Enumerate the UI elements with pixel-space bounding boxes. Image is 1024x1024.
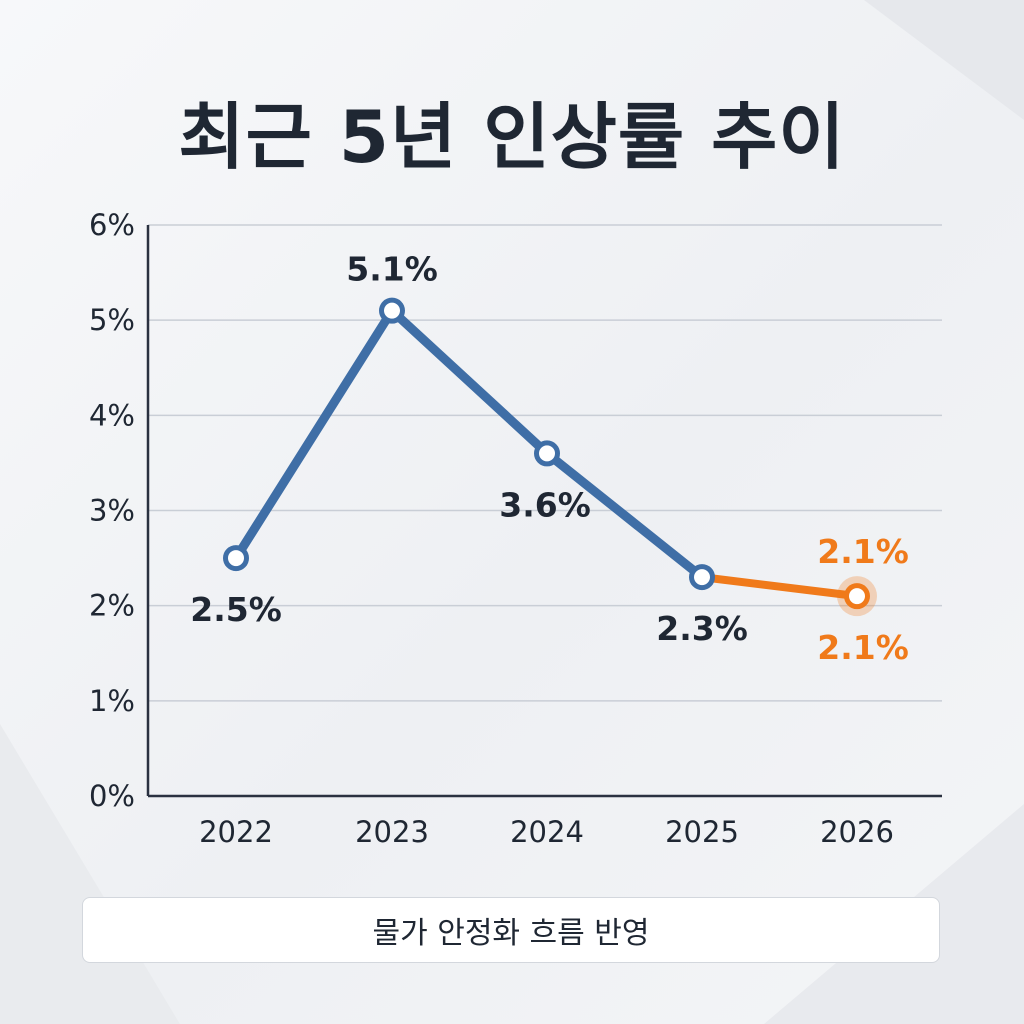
y-tick-label: 5% bbox=[89, 303, 135, 337]
y-tick-label: 2% bbox=[89, 589, 135, 623]
x-tick-label: 2023 bbox=[355, 815, 429, 849]
y-tick-label: 6% bbox=[89, 208, 135, 242]
data-point bbox=[223, 545, 249, 572]
data-label: 2.1% bbox=[817, 628, 909, 667]
footer-note-box: 물가 안정화 흐름 반영 bbox=[82, 897, 940, 963]
data-label: 2.3% bbox=[656, 609, 748, 648]
y-tick-label: 1% bbox=[89, 684, 135, 718]
data-point bbox=[844, 583, 870, 610]
footer-note: 물가 안정화 흐름 반영 bbox=[372, 916, 650, 951]
x-tick-label: 2025 bbox=[665, 815, 739, 849]
data-label: 3.6% bbox=[499, 485, 591, 524]
page-title: 최근 5년 인상률 추이 bbox=[178, 95, 846, 179]
data-point bbox=[689, 564, 715, 591]
series-line-highlight bbox=[698, 573, 861, 601]
y-tick-label: 0% bbox=[89, 779, 135, 813]
x-tick-label: 2024 bbox=[510, 815, 584, 849]
y-tick-label: 3% bbox=[89, 494, 135, 528]
series-line-main bbox=[231, 306, 707, 582]
data-point bbox=[379, 297, 405, 324]
x-tick-label: 2026 bbox=[820, 815, 894, 849]
data-point bbox=[534, 440, 560, 467]
x-tick-label: 2022 bbox=[199, 815, 273, 849]
data-label: 5.1% bbox=[346, 250, 438, 289]
data-label: 2.5% bbox=[190, 590, 282, 629]
annotation-label: 2.1% bbox=[817, 532, 909, 571]
y-tick-label: 4% bbox=[89, 398, 135, 432]
